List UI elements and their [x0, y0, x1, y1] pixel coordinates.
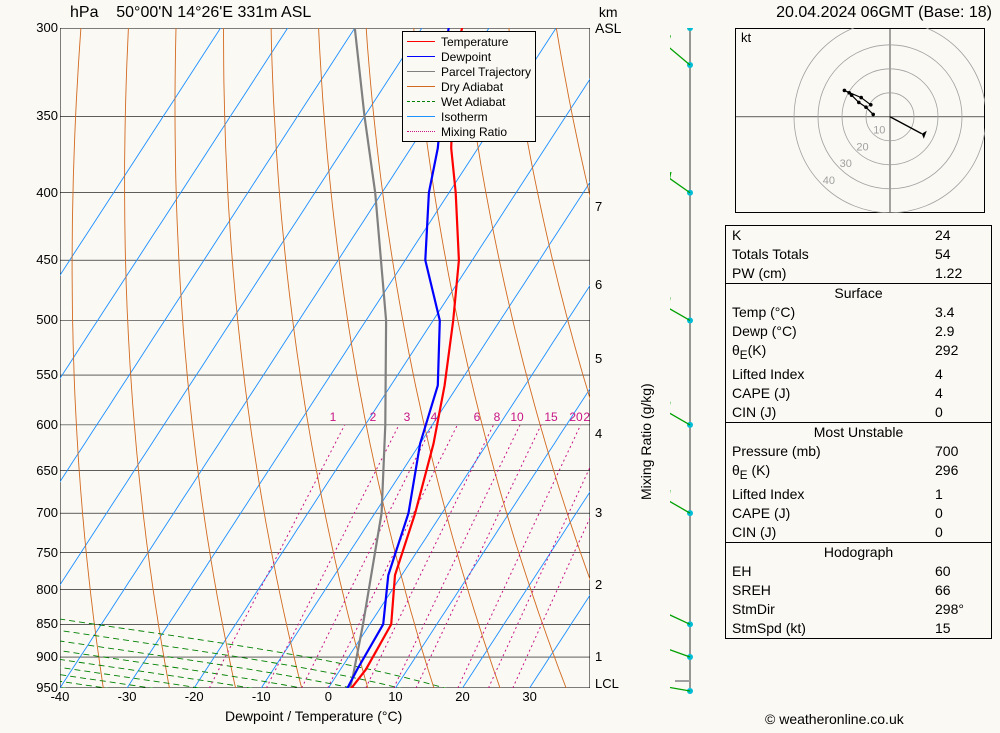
svg-text:6: 6	[474, 410, 481, 424]
svg-text:3: 3	[404, 410, 411, 424]
header-left: hPa 50°00'N 14°26'E 331m ASL	[70, 4, 311, 22]
hodograph-chart: kt 10 20 30 40	[735, 28, 985, 213]
svg-text:20: 20	[569, 410, 583, 424]
svg-text:40: 40	[823, 175, 835, 187]
datetime-label: 20.04.2024 06GMT (Base: 18)	[776, 4, 992, 22]
svg-text:kt: kt	[741, 30, 752, 45]
svg-text:8: 8	[494, 410, 501, 424]
x-axis-label: Dewpoint / Temperature (°C)	[225, 708, 402, 724]
svg-text:2: 2	[370, 410, 377, 424]
svg-text:15: 15	[544, 410, 558, 424]
svg-text:25: 25	[583, 410, 590, 424]
alt-axis-label: kmASL	[595, 4, 621, 36]
copyright-text: © weatheronline.co.uk	[765, 711, 904, 727]
mixing-ratio-label: Mixing Ratio (g/kg)	[638, 383, 654, 500]
svg-text:20: 20	[856, 141, 868, 153]
svg-text:30: 30	[840, 158, 852, 170]
svg-text:10: 10	[510, 410, 524, 424]
svg-text:1: 1	[330, 410, 337, 424]
svg-text:10: 10	[873, 125, 885, 137]
skewt-diagram: hPa 50°00'N 14°26'E 331m ASL kmASL 20.04…	[0, 0, 1000, 733]
legend-box: TemperatureDewpointParcel TrajectoryDry …	[402, 31, 536, 142]
hpa-label: hPa	[70, 4, 98, 21]
indices-panel: K24Totals Totals54PW (cm)1.22SurfaceTemp…	[725, 225, 992, 639]
location-label: 50°00'N 14°26'E 331m ASL	[116, 4, 311, 21]
wind-barbs	[670, 28, 730, 708]
